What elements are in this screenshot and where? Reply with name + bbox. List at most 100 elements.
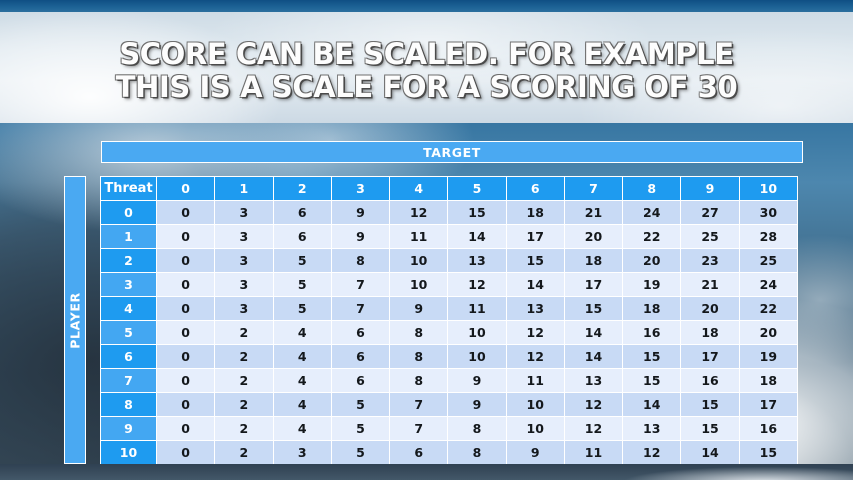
table-col-header: 2	[272, 176, 332, 201]
table-cell: 9	[330, 200, 391, 225]
table-cell: 10	[389, 248, 449, 273]
table-cell: 11	[389, 224, 449, 249]
table-col-header: 8	[622, 176, 682, 201]
table-col-header: 10	[738, 176, 799, 201]
table-cell: 14	[563, 344, 624, 369]
table-row: 9 0 2 4 5 7 8 10 12 13 15 16	[100, 416, 799, 441]
bottom-bar	[0, 464, 853, 480]
table-row: 5 0 2 4 6 8 10 12 14 16 18 20	[100, 320, 799, 345]
table-cell: 23	[680, 248, 740, 273]
table-row-header: 0	[100, 200, 157, 225]
table-cell: 11	[505, 368, 565, 393]
table-cell: 7	[389, 416, 449, 441]
table-cell: 14	[563, 320, 624, 345]
table-cell: 13	[563, 368, 624, 393]
player-axis-label: PLAYER	[67, 291, 83, 349]
table-cell: 8	[389, 320, 449, 345]
table-col-header: 3	[330, 176, 391, 201]
table-row-header: 3	[100, 272, 157, 297]
table-col-header: 9	[680, 176, 740, 201]
table-col-header: 0	[155, 176, 216, 201]
table-row-header: 6	[100, 344, 157, 369]
top-sky-strip	[0, 0, 853, 12]
table-cell: 16	[680, 368, 740, 393]
table-corner-header: Threat	[100, 176, 157, 201]
table-cell: 14	[622, 392, 682, 417]
table-cell: 5	[330, 440, 391, 465]
table-cell: 17	[680, 344, 740, 369]
table-cell: 17	[738, 392, 799, 417]
table-cell: 19	[738, 344, 799, 369]
table-cell: 15	[680, 392, 740, 417]
table-col-header: 1	[214, 176, 274, 201]
target-axis-bar: TARGET	[101, 141, 803, 163]
table-cell: 19	[622, 272, 682, 297]
table-head: Threat 0 1 2 3 4 5 6 7 8 9 10	[100, 176, 799, 201]
table-cell: 16	[738, 416, 799, 441]
table-row: 2 0 3 5 8 10 13 15 18 20 23 25	[100, 248, 799, 273]
table-cell: 5	[272, 296, 332, 321]
table-cell: 10	[505, 392, 565, 417]
table-row-header: 7	[100, 368, 157, 393]
table-cell: 0	[155, 440, 216, 465]
table-cell: 15	[680, 416, 740, 441]
table-cell: 0	[155, 392, 216, 417]
table-cell: 9	[447, 368, 507, 393]
table-cell: 6	[330, 344, 391, 369]
table-cell: 5	[330, 416, 391, 441]
table-cell: 15	[622, 344, 682, 369]
table-row: 3 0 3 5 7 10 12 14 17 19 21 24	[100, 272, 799, 297]
table-cell: 13	[622, 416, 682, 441]
table-cell: 20	[680, 296, 740, 321]
table-cell: 18	[563, 248, 624, 273]
table-cell: 24	[738, 272, 799, 297]
table-cell: 12	[389, 200, 449, 225]
table-row: 6 0 2 4 6 8 10 12 14 15 17 19	[100, 344, 799, 369]
table-cell: 15	[505, 248, 565, 273]
table-cell: 4	[272, 392, 332, 417]
table-cell: 5	[272, 272, 332, 297]
table-cell: 27	[680, 200, 740, 225]
table-cell: 15	[738, 440, 799, 465]
table-cell: 0	[155, 248, 216, 273]
table-cell: 24	[622, 200, 682, 225]
table-cell: 21	[680, 272, 740, 297]
table-cell: 6	[272, 224, 332, 249]
table-cell: 7	[330, 272, 391, 297]
table-cell: 3	[272, 440, 332, 465]
table-cell: 11	[563, 440, 624, 465]
table-row-header: 2	[100, 248, 157, 273]
table-cell: 9	[389, 296, 449, 321]
table-cell: 0	[155, 416, 216, 441]
table-cell: 20	[622, 248, 682, 273]
table-cell: 20	[738, 320, 799, 345]
table-cell: 2	[214, 320, 274, 345]
table-cell: 5	[272, 248, 332, 273]
table-cell: 4	[272, 368, 332, 393]
table-cell: 25	[738, 248, 799, 273]
table-cell: 9	[505, 440, 565, 465]
table-cell: 8	[389, 344, 449, 369]
table-cell: 14	[505, 272, 565, 297]
table-col-header: 6	[505, 176, 565, 201]
table-cell: 7	[389, 392, 449, 417]
table-cell: 2	[214, 344, 274, 369]
table-cell: 13	[447, 248, 507, 273]
table-row-header: 5	[100, 320, 157, 345]
table-cell: 15	[447, 200, 507, 225]
table-cell: 3	[214, 200, 274, 225]
table-col-header: 7	[563, 176, 624, 201]
table-cell: 10	[447, 320, 507, 345]
table-cell: 3	[214, 296, 274, 321]
table-cell: 0	[155, 200, 216, 225]
table-cell: 2	[214, 416, 274, 441]
score-scale-table: Threat 0 1 2 3 4 5 6 7 8 9 10 0 0 3 6 9 12 15 18 21 24 27 30 1…	[100, 176, 799, 465]
table-row: 4 0 3 5 7 9 11 13 15 18 20 22	[100, 296, 799, 321]
table-cell: 8	[389, 368, 449, 393]
table-cell: 3	[214, 272, 274, 297]
table-cell: 22	[738, 296, 799, 321]
table-col-header: 5	[447, 176, 507, 201]
table-cell: 5	[330, 392, 391, 417]
table-row-header: 1	[100, 224, 157, 249]
table-cell: 12	[622, 440, 682, 465]
